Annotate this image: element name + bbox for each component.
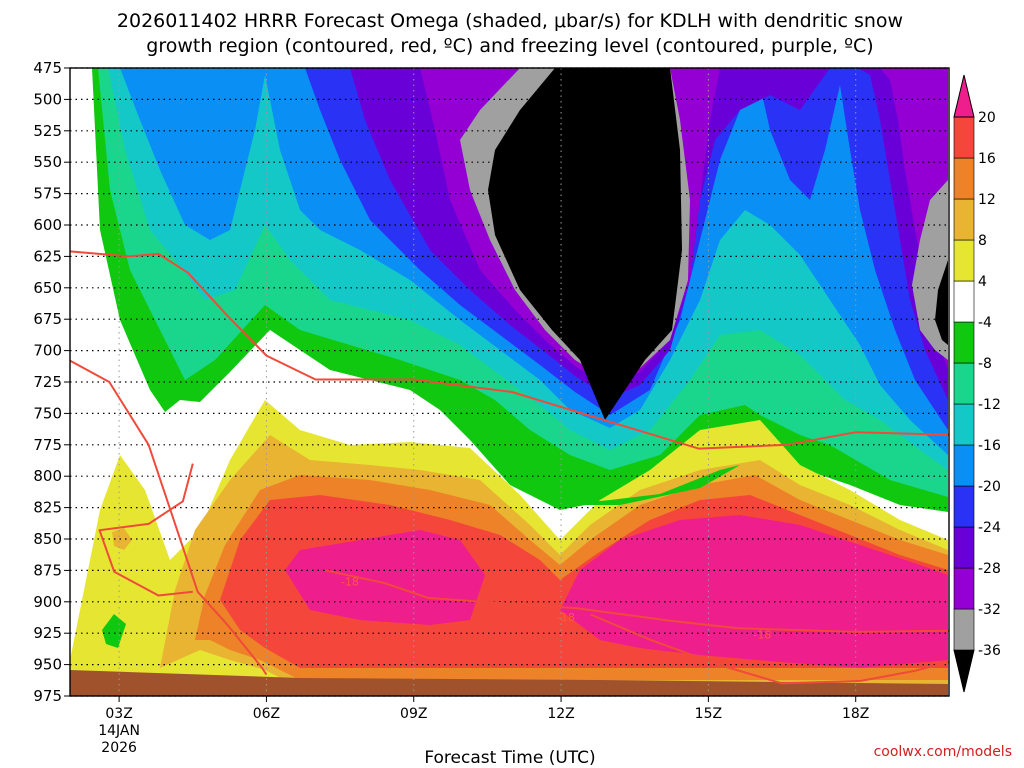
- omega-neg-east-patch: [560, 465, 740, 505]
- x-tick-label: 15Z: [695, 706, 722, 722]
- y-tick-label: 475: [33, 59, 62, 77]
- colorbar-swatch: [953, 321, 975, 364]
- colorbar-label: -28: [978, 561, 1001, 577]
- contour-label: -18: [557, 611, 575, 624]
- contour-dendritic-lower: [69, 359, 268, 676]
- colorbar-swatch: [953, 239, 975, 282]
- y-tick-label: 525: [33, 122, 62, 140]
- colorbar-label: -12: [978, 397, 1001, 413]
- colorbar-swatch: [953, 485, 975, 528]
- colorbar-swatch: [953, 403, 975, 446]
- colorbar-label: -24: [978, 520, 1001, 536]
- colorbar-label: 16: [978, 151, 996, 167]
- y-tick-label: 975: [33, 687, 62, 705]
- colorbar-label: -20: [978, 479, 1001, 495]
- contour-labels: -18 -18 -18: [341, 576, 771, 642]
- y-tick-label: 850: [33, 530, 62, 548]
- y-tick-label: 800: [33, 467, 62, 485]
- contour-isotherm-low: [325, 569, 950, 633]
- y-tick-label: 575: [33, 185, 62, 203]
- y-tick-label: 925: [33, 624, 62, 642]
- contour-dendritic-loop: [98, 463, 194, 597]
- contour-isotherm-bottom: [590, 613, 950, 685]
- x-tick-label: 09Z: [400, 706, 427, 722]
- y-tick-label: 650: [33, 279, 62, 297]
- y-tick-label: 950: [33, 656, 62, 674]
- contour-label: -18: [753, 628, 771, 641]
- colorbar-swatch: [953, 362, 975, 405]
- x-tick-label: 03Z: [105, 706, 132, 722]
- chart-title-line1: 2026011402 HRRR Forecast Omega (shaded, …: [117, 10, 903, 32]
- y-tick-label: 825: [33, 499, 62, 517]
- y-tick-label: 775: [33, 436, 62, 454]
- omega-pos-4-patch: [112, 528, 132, 550]
- y-tick-label: 600: [33, 216, 62, 234]
- colorbar-swatch: [953, 608, 975, 651]
- colorbar-label: 8: [978, 233, 987, 249]
- omega-shaded-field: [70, 68, 949, 696]
- colorbar-swatch: [953, 444, 975, 487]
- colorbar: -36 -32 -28 -24 -20 -16 -12 -8 -4 4 8 12 16 20: [953, 74, 1001, 693]
- y-tick-label: 725: [33, 373, 62, 391]
- grid: [70, 67, 949, 697]
- colorbar-swatch: [953, 157, 975, 200]
- x-tick-label: 06Z: [253, 706, 280, 722]
- colorbar-under-triangle: [953, 649, 975, 693]
- colorbar-swatch: [953, 116, 975, 159]
- x-tick-label: 12Z: [547, 706, 574, 722]
- x-tick-date: 14JAN: [98, 723, 140, 739]
- colorbar-label: -16: [978, 438, 1001, 454]
- colorbar-swatch: [953, 567, 975, 610]
- x-tick-label: 18Z: [842, 706, 869, 722]
- colorbar-label: -4: [978, 315, 992, 331]
- x-axis-label: Forecast Time (UTC): [424, 748, 595, 768]
- chart-title-line2: growth region (contoured, red, ºC) and f…: [146, 35, 873, 57]
- y-tick-label: 700: [33, 342, 62, 360]
- omega-band-36-east: [935, 260, 948, 345]
- y-tick-label: 675: [33, 310, 62, 328]
- colorbar-label: -32: [978, 602, 1001, 618]
- y-tick-label: 750: [33, 404, 62, 422]
- dendritic-growth-contours: [69, 250, 950, 685]
- colorbar-label: 12: [978, 192, 996, 208]
- omega-band-36: [488, 68, 682, 420]
- colorbar-label: 20: [978, 110, 996, 126]
- colorbar-label: -8: [978, 356, 992, 372]
- omega-band-pos-20-east: [560, 515, 948, 668]
- y-tick-label: 900: [33, 593, 62, 611]
- contour-label: -18: [341, 576, 359, 589]
- credit-text: coolwx.com/models: [874, 744, 1012, 760]
- colorbar-swatch: [953, 198, 975, 241]
- y-tick-label: 500: [33, 90, 62, 108]
- colorbar-swatch: [953, 280, 975, 323]
- y-tick-label: 550: [33, 153, 62, 171]
- terrain-ground: [70, 670, 948, 696]
- colorbar-swatch: [953, 526, 975, 569]
- colorbar-label: 4: [978, 274, 987, 290]
- omega-neg-patch: [102, 614, 126, 648]
- x-tick-year: 2026: [101, 740, 137, 756]
- y-axis: 475 500 525 550 575 600 625 650 675 700 725 750 775 8…: [33, 59, 70, 705]
- contour-dendritic-upper: [69, 250, 950, 450]
- colorbar-over-triangle: [953, 74, 975, 118]
- y-tick-label: 625: [33, 247, 62, 265]
- y-tick-label: 875: [33, 561, 62, 579]
- colorbar-label: -36: [978, 643, 1001, 659]
